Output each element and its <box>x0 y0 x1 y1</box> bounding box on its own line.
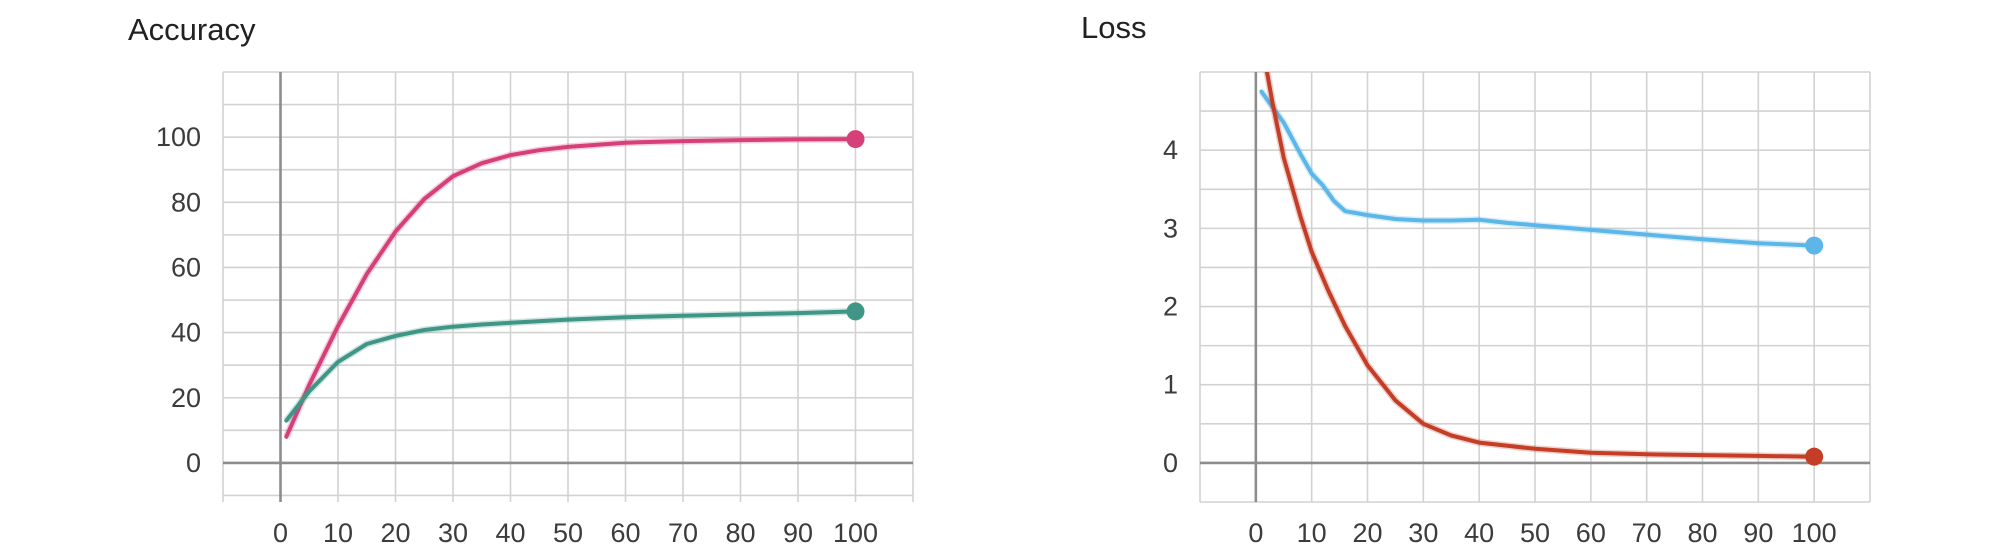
loss-y-tick-label: 4 <box>1163 135 1178 165</box>
loss-series-0-end-marker[interactable] <box>1805 236 1824 255</box>
loss-x-tick-label: 20 <box>1352 518 1382 548</box>
accuracy-y-tick-label: 20 <box>171 383 201 413</box>
loss-x-tick-label: 90 <box>1743 518 1773 548</box>
accuracy-y-tick-label: 100 <box>156 122 201 152</box>
loss-x-tick-label: 0 <box>1248 518 1263 548</box>
loss-x-tick-label: 100 <box>1792 518 1837 548</box>
loss-chart: 0 10 20 30 40 50 60 70 80 90 100 0 1 2 3 4 <box>1163 71 1871 548</box>
loss-y-tick-label: 3 <box>1163 213 1178 243</box>
accuracy-series-0-end-marker[interactable] <box>846 130 865 149</box>
accuracy-y-tick-label: 60 <box>171 252 201 282</box>
accuracy-y-tick-label: 0 <box>186 448 201 478</box>
loss-series-0-line <box>1259 89 1817 248</box>
loss-y-tick-label: 1 <box>1163 370 1178 400</box>
accuracy-y-tick-label: 80 <box>171 187 201 217</box>
loss-x-tick-label: 30 <box>1408 518 1438 548</box>
loss-y-tick-label: 0 <box>1163 448 1178 478</box>
loss-series-0-raw-line <box>1258 89 1815 250</box>
accuracy-x-tick-label: 10 <box>323 518 353 548</box>
accuracy-series-1-end-marker[interactable] <box>846 302 865 321</box>
loss-x-tick-label: 70 <box>1632 518 1662 548</box>
loss-x-tick-label: 40 <box>1464 518 1494 548</box>
accuracy-chart: 0 10 20 30 40 50 60 70 80 90 100 0 20 40 60 80 100 <box>156 71 914 548</box>
accuracy-x-tick-label: 70 <box>668 518 698 548</box>
accuracy-x-tick-label: 80 <box>725 518 755 548</box>
loss-x-tick-label: 80 <box>1687 518 1717 548</box>
accuracy-series-1-line <box>284 309 858 423</box>
loss-x-tick-label: 10 <box>1297 518 1327 548</box>
accuracy-x-tick-label: 60 <box>610 518 640 548</box>
accuracy-series-0-line <box>284 137 858 439</box>
loss-series-1-raw-line <box>1263 72 1815 461</box>
accuracy-series-1-raw-line <box>283 307 856 423</box>
loss-x-tick-label: 50 <box>1520 518 1550 548</box>
loss-x-tick-label: 60 <box>1576 518 1606 548</box>
accuracy-series-0-raw-line <box>283 135 856 439</box>
accuracy-x-tick-label: 90 <box>783 518 813 548</box>
accuracy-x-tick-label: 20 <box>380 518 410 548</box>
accuracy-x-tick-label: 50 <box>553 518 583 548</box>
accuracy-chart-title: Accuracy <box>128 12 256 47</box>
loss-series-1-end-marker[interactable] <box>1805 447 1824 466</box>
loss-series-1-line <box>1264 72 1817 459</box>
accuracy-x-tick-label: 30 <box>438 518 468 548</box>
loss-y-tick-label: 2 <box>1163 292 1178 322</box>
accuracy-x-tick-label: 100 <box>833 518 878 548</box>
accuracy-x-tick-label: 40 <box>495 518 525 548</box>
accuracy-x-tick-label: 0 <box>273 518 288 548</box>
loss-chart-title: Loss <box>1081 10 1147 45</box>
accuracy-y-tick-label: 40 <box>171 318 201 348</box>
